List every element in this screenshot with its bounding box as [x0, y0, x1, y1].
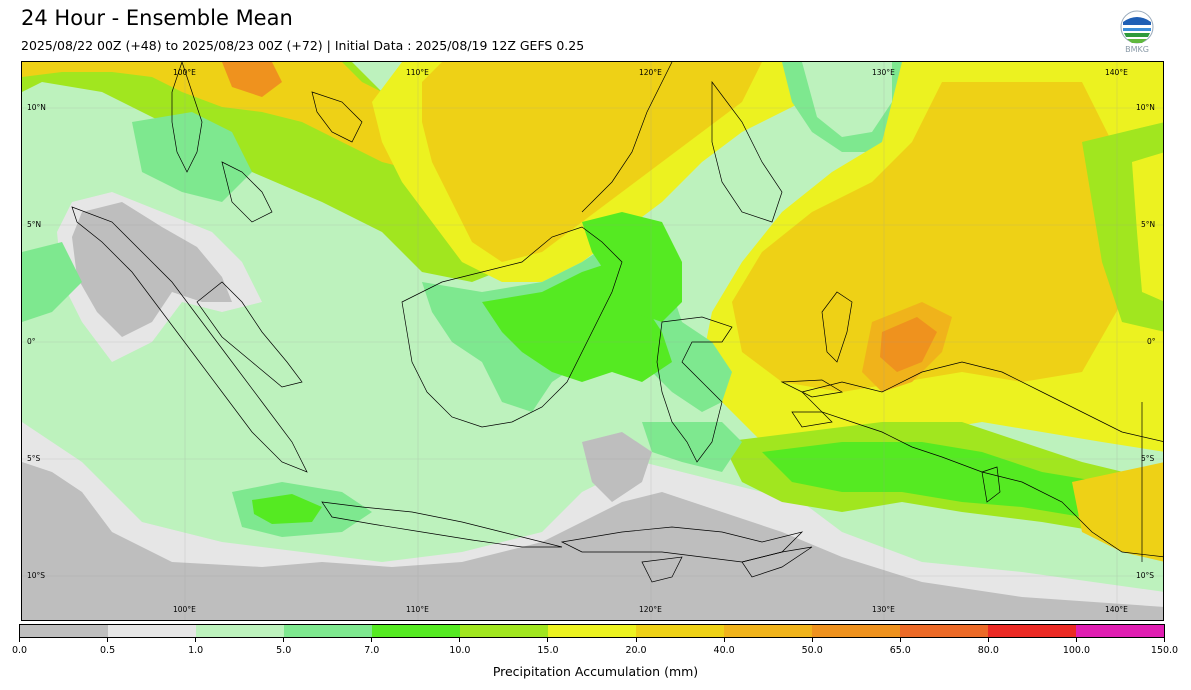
- colorbar-tick-label: 100.0: [1062, 645, 1091, 656]
- colorbar-tick: [19, 638, 20, 642]
- colorbar-tick-label: 150.0: [1150, 645, 1179, 656]
- lat-label-left-5s: 5°S: [27, 454, 41, 463]
- lat-label-right-5s: 5°S: [1141, 454, 1155, 463]
- lat-label-left-10n: 10°N: [27, 103, 46, 112]
- lon-label-bottom-140: 140°E: [1105, 605, 1128, 614]
- map-title: 24 Hour - Ensemble Mean: [21, 6, 293, 30]
- colorbar-segment: [20, 625, 108, 637]
- colorbar-tick: [195, 638, 197, 642]
- colorbar-tick: [899, 638, 901, 642]
- lat-label-left-10s: 10°S: [27, 571, 46, 580]
- colorbar-tick: [811, 638, 813, 642]
- colorbar-tick: [107, 638, 109, 642]
- lon-label-bottom-110: 110°E: [406, 605, 429, 614]
- lat-label-right-5n: 5°N: [1141, 220, 1156, 229]
- colorbar-segment: [460, 625, 548, 637]
- colorbar-segment: [372, 625, 460, 637]
- map-subtitle: 2025/08/22 00Z (+48) to 2025/08/23 00Z (…: [21, 38, 585, 53]
- colorbar-tick: [547, 638, 549, 642]
- lat-label-left-5n: 5°N: [27, 220, 42, 229]
- colorbar-segment: [988, 625, 1076, 637]
- lat-label-right-0: 0°: [1147, 337, 1156, 346]
- colorbar-tick: [459, 638, 461, 642]
- lat-label-left-0: 0°: [27, 337, 36, 346]
- colorbar-tick-label: 0.0: [11, 645, 28, 656]
- colorbar-tick-label: 40.0: [713, 645, 735, 656]
- lon-label-top-110: 110°E: [406, 68, 429, 77]
- colorbar-segment: [636, 625, 724, 637]
- colorbar-tick-label: 10.0: [449, 645, 471, 656]
- colorbar-tick-label: 65.0: [889, 645, 911, 656]
- colorbar-tick: [635, 638, 637, 642]
- precipitation-map: 100°E 110°E 120°E 130°E 140°E 100°E 110°…: [21, 61, 1164, 621]
- lon-label-top-130: 130°E: [872, 68, 895, 77]
- lon-label-bottom-100: 100°E: [173, 605, 196, 614]
- bmkg-logo: BMKG: [1120, 10, 1154, 54]
- colorbar-tick: [1164, 638, 1165, 642]
- colorbar-tick-label: 20.0: [625, 645, 647, 656]
- colorbar-tick: [987, 638, 989, 642]
- colorbar-tick: [1075, 638, 1077, 642]
- colorbar-tick: [723, 638, 725, 642]
- colorbar-tick-label: 50.0: [801, 645, 823, 656]
- lon-label-top-100: 100°E: [173, 68, 196, 77]
- lon-label-top-120: 120°E: [639, 68, 662, 77]
- lat-label-right-10n: 10°N: [1136, 103, 1155, 112]
- colorbar-label: Precipitation Accumulation (mm): [492, 664, 699, 679]
- colorbar-tick-label: 15.0: [537, 645, 559, 656]
- colorbar-segment: [284, 625, 372, 637]
- colorbar-segment: [548, 625, 636, 637]
- colorbar-tick: [371, 638, 373, 642]
- colorbar-tick-label: 1.0: [188, 645, 204, 656]
- colorbar-segment: [724, 625, 812, 637]
- colorbar-segment: [900, 625, 988, 637]
- colorbar: [19, 624, 1165, 638]
- colorbar-tick-label: 5.0: [276, 645, 292, 656]
- colorbar-segment: [108, 625, 196, 637]
- colorbar-segment: [812, 625, 900, 637]
- lon-label-bottom-120: 120°E: [639, 605, 662, 614]
- colorbar-tick-label: 0.5: [100, 645, 116, 656]
- colorbar-tick-label: 7.0: [364, 645, 380, 656]
- colorbar-segment: [196, 625, 284, 637]
- svg-text:BMKG: BMKG: [1125, 45, 1149, 54]
- colorbar-tick: [283, 638, 285, 642]
- lat-label-right-10s: 10°S: [1136, 571, 1155, 580]
- lon-label-bottom-130: 130°E: [872, 605, 895, 614]
- colorbar-tick-label: 80.0: [977, 645, 999, 656]
- lon-label-top-140: 140°E: [1105, 68, 1128, 77]
- precipitation-field: [22, 62, 1163, 620]
- colorbar-segment: [1076, 625, 1164, 637]
